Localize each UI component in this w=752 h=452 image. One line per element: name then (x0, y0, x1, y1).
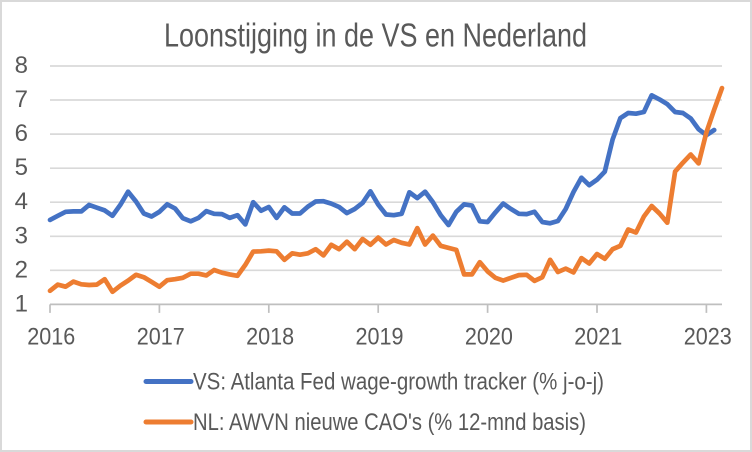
svg-text:VS: Atlanta Fed wage-growth tr: VS: Atlanta Fed wage-growth tracker (% j… (193, 369, 604, 396)
svg-text:3: 3 (15, 222, 28, 249)
svg-text:4: 4 (15, 188, 28, 215)
svg-text:5: 5 (15, 154, 28, 181)
svg-text:Loonstijging in de VS en Neder: Loonstijging in de VS en Nederland (164, 18, 587, 55)
svg-text:6: 6 (15, 120, 28, 147)
svg-text:2016: 2016 (27, 324, 75, 351)
svg-text:1: 1 (15, 290, 28, 317)
svg-text:2021: 2021 (574, 324, 622, 351)
svg-text:2019: 2019 (356, 324, 404, 351)
svg-text:7: 7 (15, 86, 28, 113)
svg-text:2018: 2018 (246, 324, 294, 351)
svg-text:NL: AWVN nieuwe CAO's (% 12-mn: NL: AWVN nieuwe CAO's (% 12-mnd basis) (193, 409, 586, 436)
svg-text:2017: 2017 (137, 324, 185, 351)
svg-text:2: 2 (15, 256, 28, 283)
svg-text:8: 8 (15, 52, 28, 79)
svg-text:2023: 2023 (684, 324, 732, 351)
svg-text:2020: 2020 (465, 324, 513, 351)
